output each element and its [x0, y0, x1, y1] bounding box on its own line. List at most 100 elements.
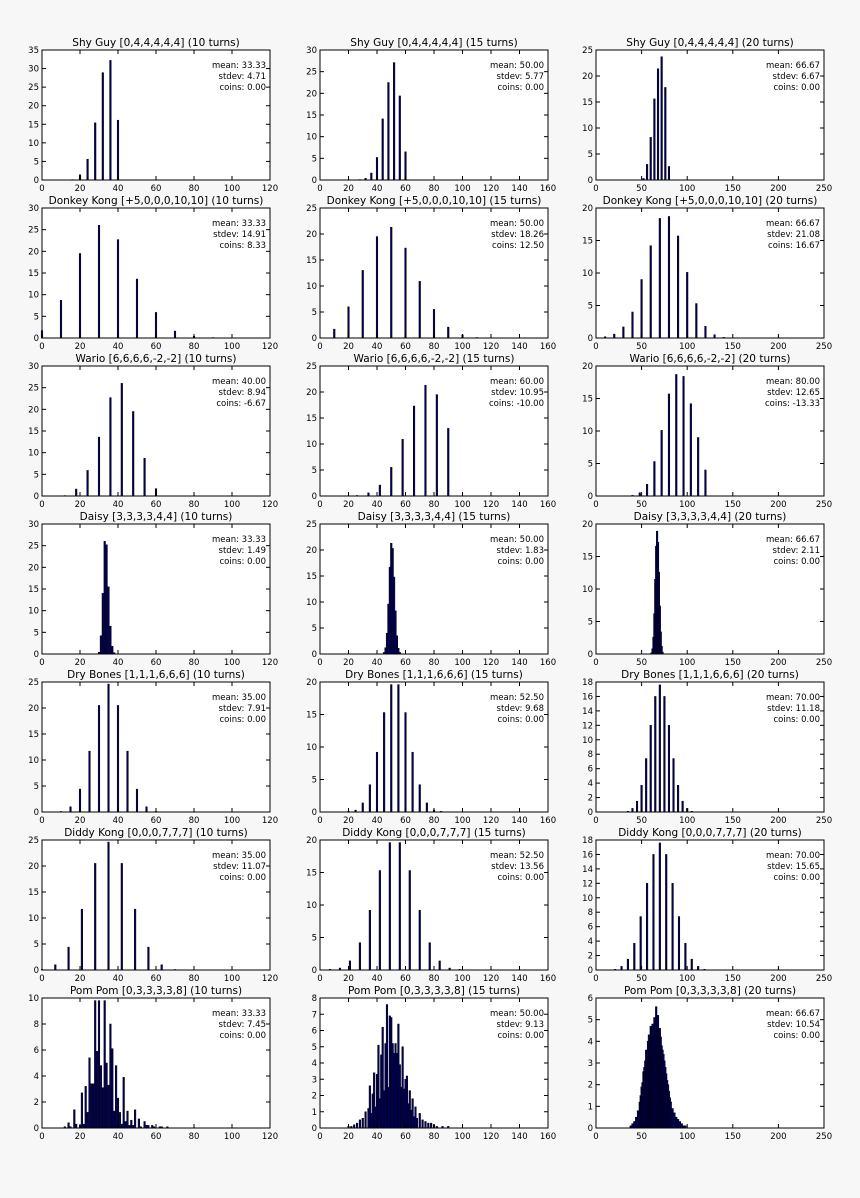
x-tick-label: 120	[262, 500, 278, 510]
x-tick-label: 160	[540, 658, 556, 668]
y-tick-label: 25	[28, 542, 39, 552]
y-tick-label: 14	[582, 865, 593, 875]
bar	[604, 336, 607, 339]
x-tick-label: 20	[75, 500, 86, 510]
stat-stdev: stdev: 12.65	[767, 388, 820, 398]
x-tick-label: 100	[679, 658, 695, 668]
subplot-16: Diddy Kong [0,0,0,7,7,7] (15 turns) 0 20 40…	[306, 827, 556, 984]
bar	[671, 883, 674, 971]
bar	[695, 303, 698, 339]
stat-coins: coins: -13.33	[765, 399, 820, 409]
bar	[677, 235, 680, 339]
stat-coins: coins: -6.67	[216, 399, 266, 409]
bar	[660, 56, 663, 181]
bar	[690, 811, 693, 813]
x-tick-label: 0	[317, 1132, 322, 1142]
x-tick-label: 100	[679, 1132, 695, 1142]
y-tick-label: 2	[312, 1092, 317, 1102]
bar	[130, 1119, 133, 1129]
bar	[663, 696, 666, 813]
bar	[390, 226, 393, 339]
bar	[109, 60, 112, 181]
bar	[654, 696, 657, 813]
bar	[361, 802, 364, 813]
bar	[113, 652, 116, 655]
axes-frame	[595, 681, 825, 813]
x-tick-label: 120	[262, 658, 278, 668]
bar	[684, 1125, 687, 1129]
y-tick-label: 4	[588, 1037, 593, 1047]
bar	[333, 328, 336, 339]
bar	[67, 1122, 70, 1129]
y-tick-label: 5	[312, 776, 317, 786]
stat-stdev: stdev: 9.13	[497, 1020, 544, 1030]
stat-coins: coins: 0.00	[497, 557, 544, 567]
bar	[395, 635, 398, 655]
bar	[97, 225, 101, 339]
bar	[633, 1121, 636, 1129]
y-tick-label: 20	[28, 862, 39, 872]
bar	[441, 1126, 444, 1129]
y-tick-label: 6	[588, 765, 593, 775]
y-tick-label: 20	[28, 704, 39, 714]
stat-mean: mean: 50.00	[490, 61, 544, 71]
y-tick-label: 6	[588, 994, 593, 1004]
x-tick-label: 250	[816, 658, 832, 668]
bar	[669, 1101, 672, 1129]
y-tick-label: 10	[306, 440, 317, 450]
stat-coins: coins: 0.00	[773, 715, 820, 725]
x-tick-label: 40	[113, 184, 124, 194]
y-tick-label: 15	[28, 269, 39, 279]
x-tick-label: 50	[636, 342, 647, 352]
bar	[682, 376, 685, 497]
stat-coins: coins: 0.00	[219, 715, 266, 725]
bar	[703, 969, 706, 971]
bar	[107, 683, 110, 813]
y-tick-label: 0	[588, 1124, 593, 1134]
stat-stdev: stdev: 14.91	[213, 230, 266, 240]
bar	[97, 436, 101, 497]
bar	[173, 330, 177, 339]
subplot-1: Shy Guy [0,4,4,4,4,4] (15 turns) 0 20 40 60 8…	[306, 37, 556, 194]
y-tick-label: 20	[582, 362, 593, 372]
stat-mean: mean: 70.00	[766, 851, 820, 861]
stat-coins: coins: -10.00	[489, 399, 544, 409]
bar	[378, 870, 381, 971]
subplot-13: Dry Bones [1,1,1,6,6,6] (15 turns) 0 20 40 6…	[306, 669, 556, 826]
bar	[633, 943, 636, 971]
x-tick-label: 0	[39, 816, 44, 826]
x-tick-label: 60	[151, 658, 162, 668]
x-tick-label: 150	[725, 500, 741, 510]
bar	[350, 1126, 353, 1129]
x-tick-label: 0	[39, 500, 44, 510]
y-tick-label: 8	[588, 750, 593, 760]
y-tick-label: 5	[588, 150, 593, 160]
axes-frame	[41, 49, 271, 181]
chart-title: Shy Guy [0,4,4,4,4,4] (10 turns)	[72, 37, 239, 49]
bar	[697, 437, 700, 497]
x-tick-label: 250	[816, 500, 832, 510]
bar	[413, 405, 416, 497]
bar	[348, 960, 351, 971]
bar	[447, 428, 450, 497]
y-tick-label: 10	[306, 282, 317, 292]
x-tick-label: 160	[540, 816, 556, 826]
x-tick-label: 80	[429, 658, 440, 668]
y-tick-label: 0	[588, 176, 593, 186]
x-tick-label: 200	[770, 974, 786, 984]
subplot-4: Donkey Kong [+5,0,0,0,10,10] (15 turns) 0…	[306, 195, 556, 352]
bar	[101, 72, 104, 181]
bar	[128, 1125, 131, 1129]
chart-title: Shy Guy [0,4,4,4,4,4] (20 turns)	[626, 37, 793, 49]
y-tick-label: 5	[312, 1043, 317, 1053]
y-tick-label: 10	[28, 449, 39, 459]
bar	[69, 806, 72, 813]
x-tick-label: 0	[317, 658, 322, 668]
x-tick-label: 20	[343, 974, 354, 984]
y-tick-label: 5	[588, 302, 593, 312]
stat-stdev: stdev: 10.54	[767, 1020, 820, 1030]
bar	[677, 916, 681, 971]
y-tick-label: 3	[588, 1059, 593, 1069]
bar	[354, 809, 357, 813]
bar	[639, 916, 642, 971]
